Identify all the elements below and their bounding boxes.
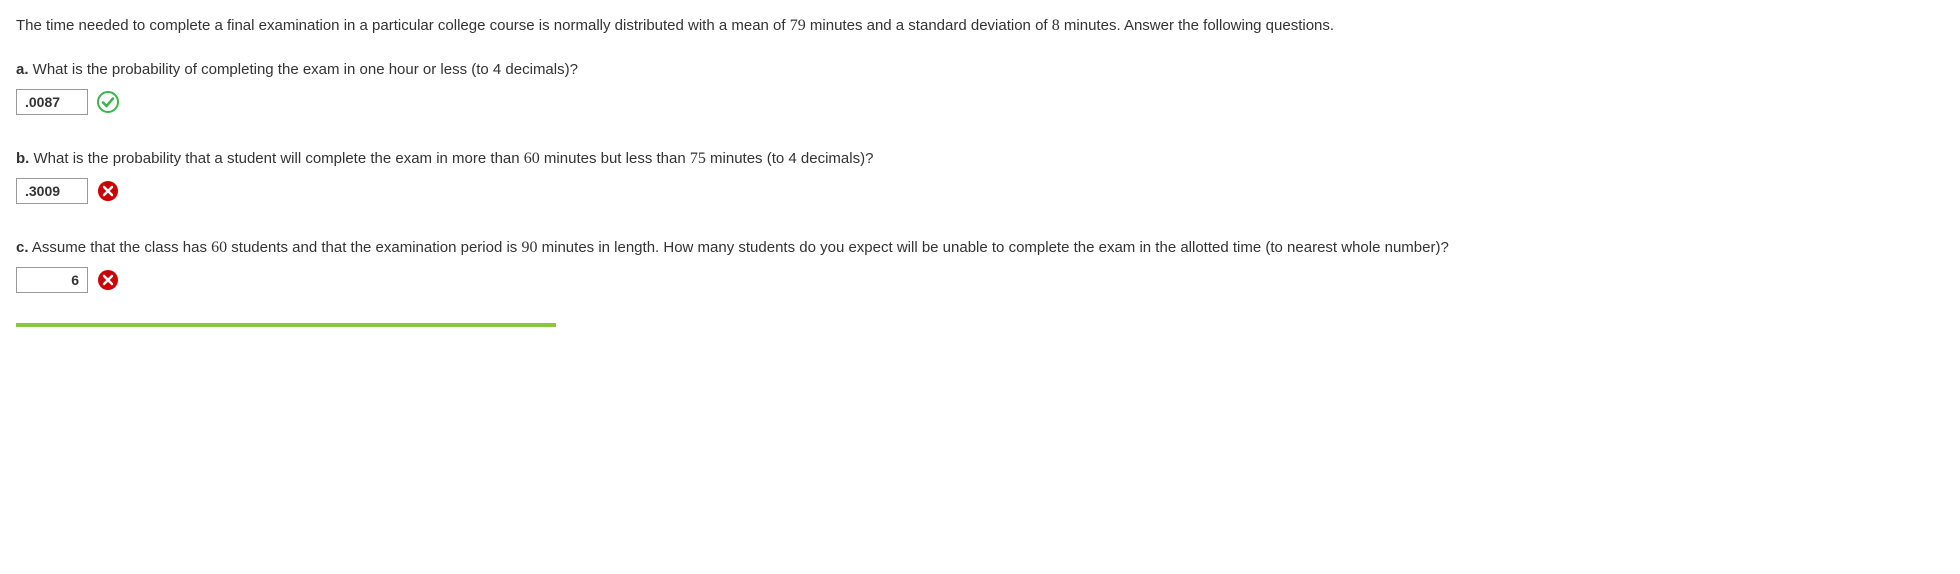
- part-b-text-3: minutes (to 4 decimals)?: [706, 150, 874, 167]
- part-b-answer-row: [16, 178, 1944, 204]
- part-c-text-3: minutes in length. How many students do …: [537, 239, 1448, 256]
- part-b-n2: 75: [690, 150, 706, 167]
- part-a-label: a.: [16, 61, 29, 78]
- part-a: a. What is the probability of completing…: [16, 57, 1944, 115]
- part-b-answer-input[interactable]: [16, 178, 88, 204]
- part-c-question: c. Assume that the class has 60 students…: [16, 234, 1944, 261]
- part-a-answer-row: [16, 89, 1944, 115]
- part-b-question: b. What is the probability that a studen…: [16, 145, 1944, 172]
- part-c-answer-row: [16, 267, 1944, 293]
- part-b-text-1: What is the probability that a student w…: [29, 150, 523, 167]
- intro-text-2: minutes and a standard deviation of: [806, 17, 1052, 34]
- part-b-n1: 60: [524, 150, 540, 167]
- part-c-text-1: Assume that the class has: [29, 239, 212, 256]
- part-c-label: c.: [16, 239, 29, 256]
- part-b: b. What is the probability that a studen…: [16, 145, 1944, 204]
- mean-value: 79: [790, 17, 806, 34]
- check-icon: [96, 90, 120, 114]
- part-c-text-2: students and that the examination period…: [227, 239, 521, 256]
- part-a-answer-input[interactable]: [16, 89, 88, 115]
- x-icon: [96, 179, 120, 203]
- part-c-answer-input[interactable]: [16, 267, 88, 293]
- sd-value: 8: [1052, 17, 1060, 34]
- part-c-n2: 90: [521, 239, 537, 256]
- part-c: c. Assume that the class has 60 students…: [16, 234, 1944, 293]
- accent-bar: [16, 323, 556, 327]
- intro-text-3: minutes. Answer the following questions.: [1060, 17, 1334, 34]
- part-a-text: What is the probability of completing th…: [29, 61, 578, 78]
- part-b-text-2: minutes but less than: [540, 150, 690, 167]
- x-icon: [96, 268, 120, 292]
- intro-text-1: The time needed to complete a final exam…: [16, 17, 790, 34]
- part-a-question: a. What is the probability of completing…: [16, 57, 1944, 83]
- part-b-label: b.: [16, 150, 29, 167]
- problem-intro: The time needed to complete a final exam…: [16, 12, 1944, 39]
- part-c-n1: 60: [211, 239, 227, 256]
